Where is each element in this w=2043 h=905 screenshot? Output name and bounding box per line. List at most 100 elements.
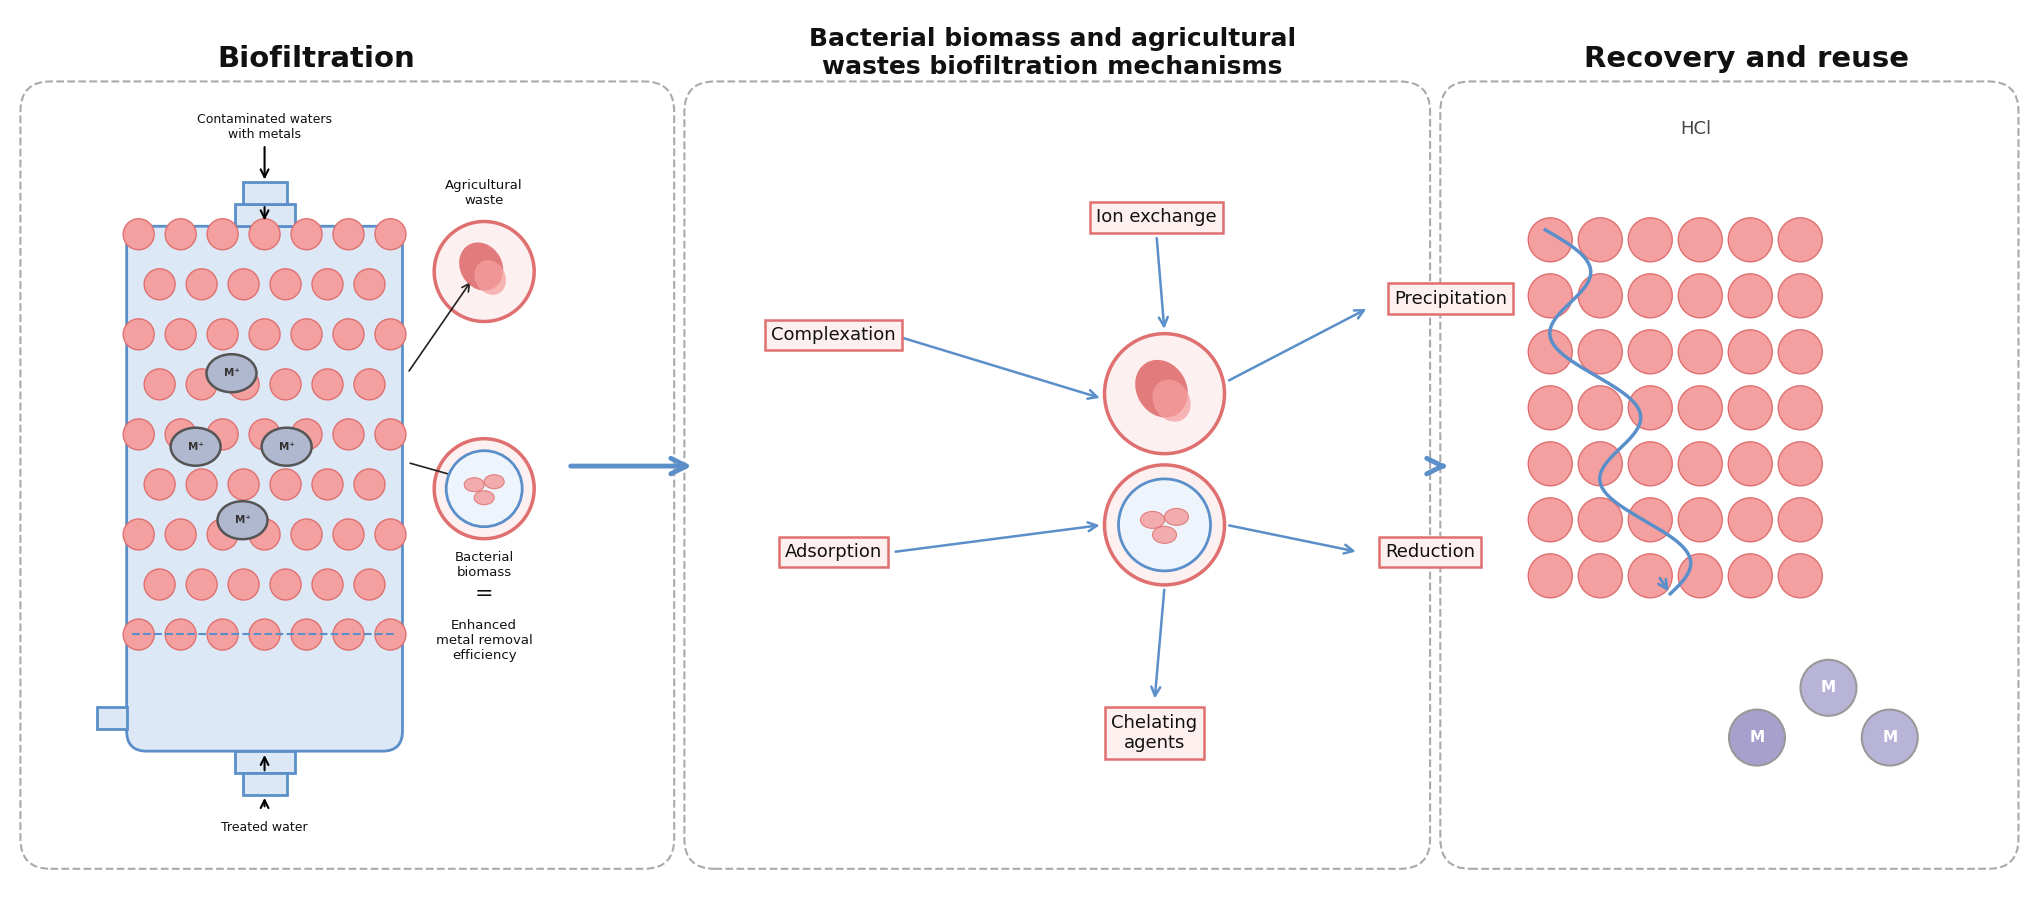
Text: =: =: [474, 584, 494, 604]
Circle shape: [1628, 386, 1673, 430]
Text: Chelating
agents: Chelating agents: [1111, 714, 1197, 752]
Ellipse shape: [474, 491, 494, 505]
Circle shape: [1628, 554, 1673, 598]
Circle shape: [1105, 465, 1224, 585]
Circle shape: [1728, 386, 1771, 430]
Circle shape: [1777, 329, 1822, 374]
Circle shape: [435, 439, 533, 538]
Text: Complexation: Complexation: [770, 326, 897, 344]
Text: M⁺: M⁺: [235, 515, 251, 525]
Circle shape: [313, 369, 343, 400]
Circle shape: [1579, 329, 1622, 374]
Circle shape: [1677, 329, 1722, 374]
Circle shape: [1677, 274, 1722, 318]
Circle shape: [1118, 479, 1211, 571]
Circle shape: [1528, 498, 1573, 542]
Circle shape: [229, 569, 259, 600]
Circle shape: [1528, 554, 1573, 598]
Circle shape: [290, 319, 323, 350]
Circle shape: [1728, 442, 1771, 486]
Circle shape: [165, 519, 196, 550]
Ellipse shape: [172, 428, 221, 466]
Circle shape: [333, 319, 364, 350]
Circle shape: [1105, 334, 1224, 453]
Circle shape: [1528, 442, 1573, 486]
Text: Bacterial biomass and agricultural
wastes biofiltration mechanisms: Bacterial biomass and agricultural waste…: [809, 27, 1295, 79]
Circle shape: [206, 619, 239, 650]
Circle shape: [1528, 274, 1573, 318]
Circle shape: [1728, 498, 1771, 542]
Circle shape: [333, 219, 364, 250]
Circle shape: [445, 451, 523, 527]
Circle shape: [165, 419, 196, 450]
Text: Precipitation: Precipitation: [1393, 290, 1508, 308]
Circle shape: [1528, 218, 1573, 262]
Circle shape: [123, 319, 153, 350]
Circle shape: [313, 469, 343, 500]
Text: Biofiltration: Biofiltration: [219, 45, 415, 73]
Circle shape: [123, 419, 153, 450]
Circle shape: [1677, 498, 1722, 542]
Text: Bacterial
biomass: Bacterial biomass: [454, 551, 515, 578]
Circle shape: [229, 469, 259, 500]
Circle shape: [1579, 442, 1622, 486]
Circle shape: [206, 419, 239, 450]
Circle shape: [353, 269, 384, 300]
Circle shape: [1861, 710, 1918, 766]
Circle shape: [1728, 554, 1771, 598]
Circle shape: [290, 219, 323, 250]
Circle shape: [1528, 386, 1573, 430]
Text: Adsorption: Adsorption: [785, 543, 883, 561]
Ellipse shape: [1152, 379, 1191, 422]
Ellipse shape: [206, 354, 257, 392]
Circle shape: [376, 319, 407, 350]
Text: M⁺: M⁺: [223, 368, 239, 378]
Ellipse shape: [484, 475, 505, 489]
Circle shape: [333, 519, 364, 550]
Circle shape: [206, 319, 239, 350]
Ellipse shape: [1140, 511, 1165, 529]
Circle shape: [270, 469, 300, 500]
Bar: [243, 182, 286, 205]
Circle shape: [270, 269, 300, 300]
Ellipse shape: [1136, 360, 1187, 417]
Text: Enhanced
metal removal
efficiency: Enhanced metal removal efficiency: [435, 619, 533, 662]
Circle shape: [186, 469, 217, 500]
Text: Ion exchange: Ion exchange: [1097, 208, 1218, 226]
Circle shape: [1728, 218, 1771, 262]
Circle shape: [1728, 274, 1771, 318]
Ellipse shape: [1165, 509, 1189, 526]
Circle shape: [145, 469, 176, 500]
Text: HCl: HCl: [1679, 119, 1712, 138]
Circle shape: [270, 369, 300, 400]
Circle shape: [1628, 442, 1673, 486]
Text: M⁺: M⁺: [278, 442, 294, 452]
Text: Recovery and reuse: Recovery and reuse: [1583, 45, 1910, 73]
Ellipse shape: [464, 478, 484, 491]
Circle shape: [145, 569, 176, 600]
Circle shape: [376, 219, 407, 250]
Circle shape: [165, 319, 196, 350]
Circle shape: [1628, 274, 1673, 318]
Circle shape: [1579, 386, 1622, 430]
Ellipse shape: [474, 261, 507, 295]
Circle shape: [1777, 554, 1822, 598]
Circle shape: [249, 219, 280, 250]
Text: M: M: [1882, 730, 1898, 745]
Circle shape: [1777, 218, 1822, 262]
Circle shape: [1677, 218, 1722, 262]
Circle shape: [206, 219, 239, 250]
Circle shape: [186, 369, 217, 400]
Circle shape: [249, 419, 280, 450]
FancyBboxPatch shape: [127, 226, 402, 751]
Circle shape: [1728, 710, 1786, 766]
Circle shape: [1677, 386, 1722, 430]
Circle shape: [249, 519, 280, 550]
Circle shape: [376, 519, 407, 550]
Circle shape: [229, 369, 259, 400]
Ellipse shape: [1152, 527, 1177, 543]
Ellipse shape: [262, 428, 313, 466]
Text: M⁺: M⁺: [188, 442, 204, 452]
Text: Reduction: Reduction: [1385, 543, 1475, 561]
Circle shape: [1777, 442, 1822, 486]
